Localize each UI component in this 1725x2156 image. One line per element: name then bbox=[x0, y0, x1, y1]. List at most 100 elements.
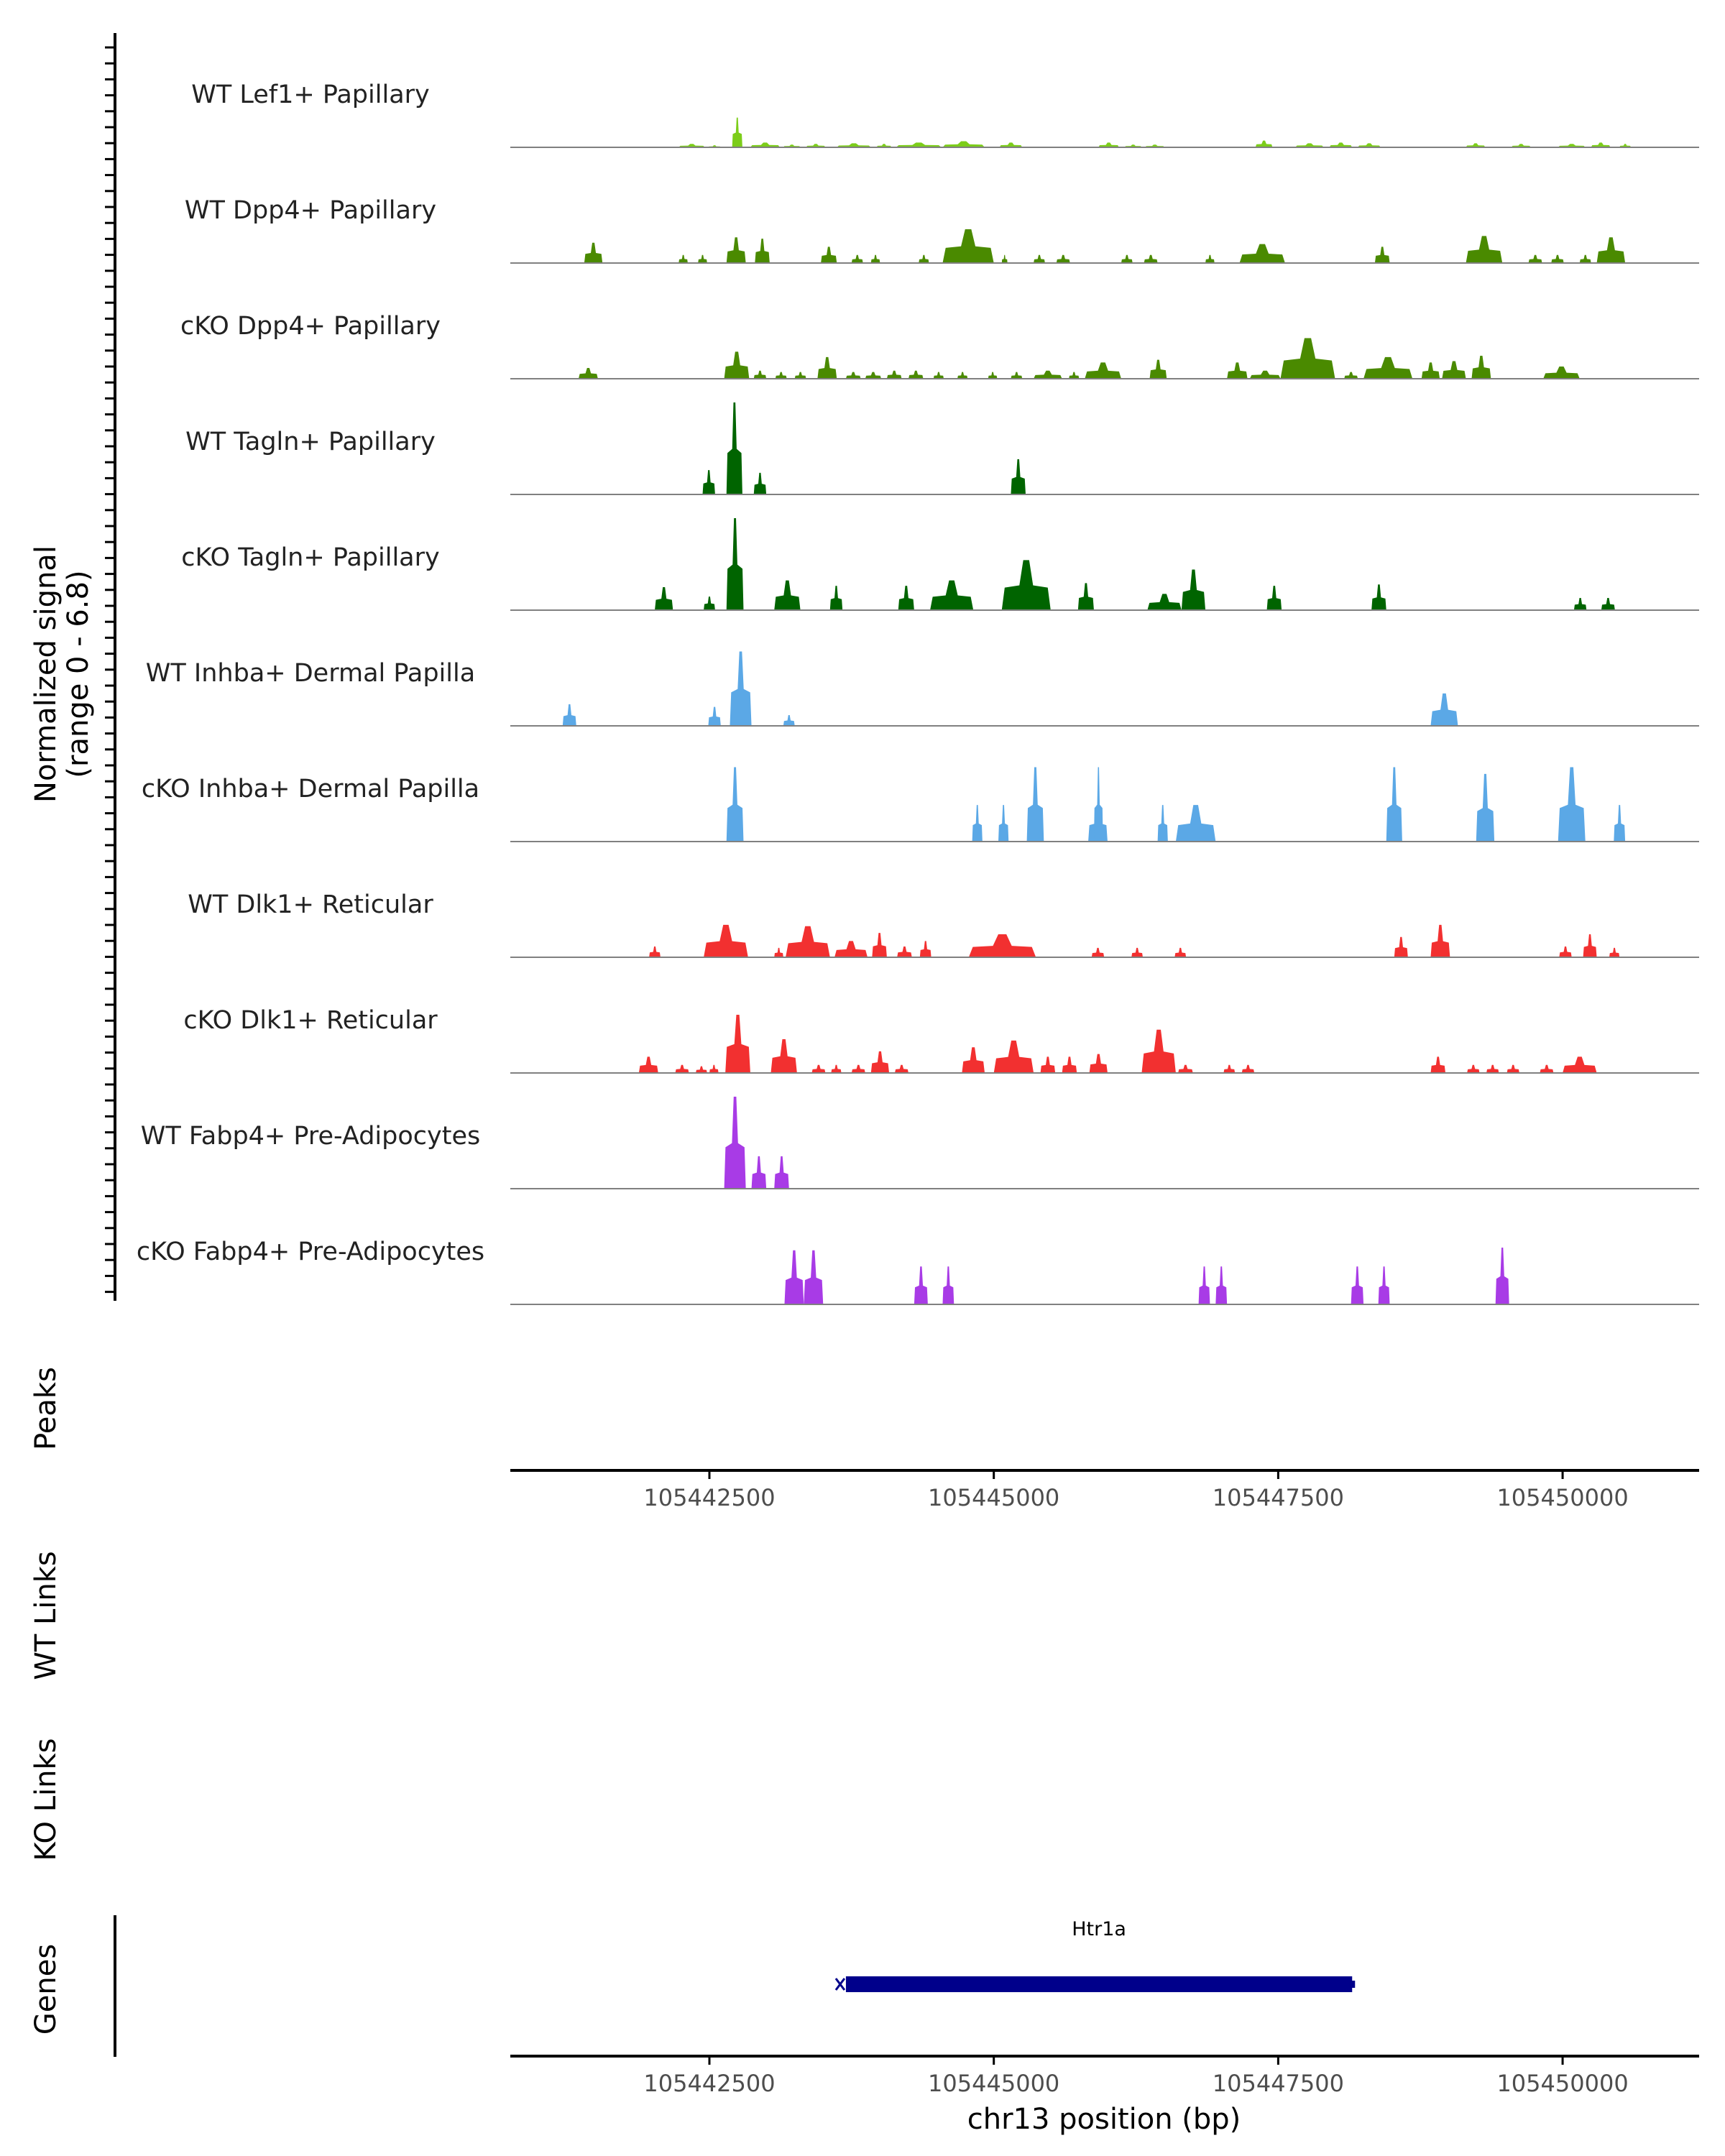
coverage-peak bbox=[786, 926, 830, 957]
coverage-peak bbox=[1215, 1266, 1228, 1304]
coverage-peak bbox=[870, 1051, 890, 1073]
coverage-peak bbox=[704, 596, 715, 610]
coverage-peak bbox=[750, 142, 781, 147]
coverage-peak bbox=[962, 1047, 985, 1073]
coverage-peak bbox=[726, 767, 744, 842]
track-9: cKO Dlk1+ Reticular bbox=[183, 1006, 1699, 1074]
coverage-peak bbox=[1001, 254, 1008, 263]
coverage-peak bbox=[1466, 236, 1503, 263]
coverage-peak bbox=[1295, 143, 1324, 147]
coverage-peak bbox=[1266, 586, 1282, 610]
track-3: cKO Dpp4+ Papillary bbox=[180, 312, 1699, 379]
track-label: WT Inhba+ Dermal Papilla bbox=[146, 659, 475, 688]
coverage-peak bbox=[725, 1015, 750, 1073]
coverage-peak bbox=[1358, 143, 1381, 147]
coverage-peak bbox=[1034, 370, 1062, 379]
gene-end-marker bbox=[1349, 1981, 1356, 1988]
gene-strand-marker bbox=[834, 1978, 846, 1991]
coverage-peak bbox=[1430, 924, 1450, 957]
coverage-peak bbox=[1476, 773, 1495, 842]
coverage-peak bbox=[578, 367, 598, 379]
coverage-peak bbox=[1442, 361, 1466, 379]
track-5: cKO Tagln+ Papillary bbox=[181, 518, 1699, 611]
track-11: cKO Fabp4+ Pre-Adipocytes bbox=[137, 1238, 1699, 1305]
coverage-peak bbox=[1040, 1056, 1056, 1073]
peaks-panel-label: Peaks bbox=[29, 1367, 63, 1450]
coverage-peak bbox=[894, 1064, 908, 1073]
coverage-peak bbox=[1157, 805, 1168, 842]
coverage-peak bbox=[988, 372, 998, 379]
coverage-peak bbox=[831, 1064, 842, 1073]
coverage-peak bbox=[1239, 244, 1285, 263]
coverage-peak bbox=[1559, 946, 1572, 957]
coverage-peak bbox=[1558, 144, 1586, 147]
coverage-peak bbox=[1573, 598, 1587, 610]
track-label: cKO Tagln+ Papillary bbox=[181, 543, 440, 572]
coverage-peak bbox=[1241, 1064, 1255, 1073]
track-label: WT Dlk1+ Reticular bbox=[188, 890, 433, 919]
coverage-peak bbox=[942, 1266, 954, 1304]
track-7: cKO Inhba+ Dermal Papilla bbox=[142, 767, 1699, 842]
coverage-peak bbox=[1175, 805, 1216, 842]
coverage-peak bbox=[649, 946, 661, 957]
coverage-peak bbox=[1255, 140, 1273, 147]
coverage-peak bbox=[726, 402, 742, 494]
x-tick-label: 105442500 bbox=[643, 1484, 775, 1511]
coverage-peak bbox=[774, 580, 801, 610]
coverage-peak bbox=[1583, 934, 1597, 957]
coverage-peak bbox=[1011, 459, 1026, 494]
coverage-peak bbox=[1181, 569, 1206, 610]
coverage-peak bbox=[1558, 767, 1586, 842]
coverage-peak bbox=[1466, 143, 1486, 147]
coverage-peak bbox=[1089, 1054, 1108, 1073]
coverage-peak bbox=[1011, 372, 1023, 379]
coverage-peak bbox=[1591, 142, 1611, 147]
ko-links-panel-label: KO Links bbox=[29, 1738, 63, 1861]
coverage-peak bbox=[1026, 767, 1044, 842]
coverage-peak bbox=[1069, 372, 1080, 379]
coverage-peak bbox=[1563, 1056, 1597, 1073]
coverage-peak bbox=[783, 714, 795, 726]
coverage-peak bbox=[1178, 1064, 1193, 1073]
coverage-peak bbox=[1471, 356, 1491, 379]
coverage-peak bbox=[1551, 254, 1564, 263]
coverage-peak bbox=[1091, 947, 1105, 957]
coverage-peak bbox=[851, 254, 863, 263]
coverage-peak bbox=[1386, 767, 1402, 842]
coverage-peak bbox=[933, 372, 944, 379]
coverage-peak bbox=[1378, 1266, 1390, 1304]
coverage-peak bbox=[1579, 254, 1591, 263]
position-axis-upper: 105442500 105445000 105447500 105450000 bbox=[510, 1469, 1699, 1511]
track-8: WT Dlk1+ Reticular bbox=[188, 890, 1699, 958]
coverage-peak bbox=[1001, 560, 1051, 610]
track-label: WT Tagln+ Papillary bbox=[185, 428, 436, 456]
coverage-peak bbox=[1495, 1247, 1509, 1304]
coverage-peak bbox=[829, 586, 843, 610]
track-label: cKO Inhba+ Dermal Papilla bbox=[142, 775, 479, 803]
coverage-peak bbox=[584, 242, 603, 263]
coverage-peak bbox=[872, 933, 887, 957]
coverage-peak bbox=[811, 1064, 826, 1073]
gene-annotations: Htr1a bbox=[834, 1918, 1356, 1992]
coverage-peak bbox=[804, 1250, 824, 1304]
coverage-peak bbox=[845, 372, 861, 379]
coverage-peak bbox=[1085, 362, 1121, 379]
coverage-peak bbox=[1596, 237, 1626, 263]
coverage-peak bbox=[732, 117, 742, 147]
coverage-peak bbox=[1467, 1064, 1480, 1073]
coverage-peak bbox=[1543, 367, 1580, 379]
coverage-peak bbox=[834, 941, 868, 957]
coverage-peak bbox=[1528, 254, 1542, 263]
coverage-peak bbox=[1329, 142, 1353, 147]
coverage-peak bbox=[993, 1040, 1034, 1073]
track-6: WT Inhba+ Dermal Papilla bbox=[146, 651, 1699, 727]
coverage-peak bbox=[794, 372, 806, 379]
coverage-peak bbox=[876, 144, 892, 147]
coverage-peak bbox=[724, 351, 750, 379]
coverage-peak bbox=[753, 370, 767, 379]
coverage-peak bbox=[1198, 1266, 1210, 1304]
coverage-peak bbox=[724, 1097, 746, 1189]
x-tick-label: 105445000 bbox=[928, 2070, 1059, 2097]
coverage-peak bbox=[1430, 693, 1458, 726]
